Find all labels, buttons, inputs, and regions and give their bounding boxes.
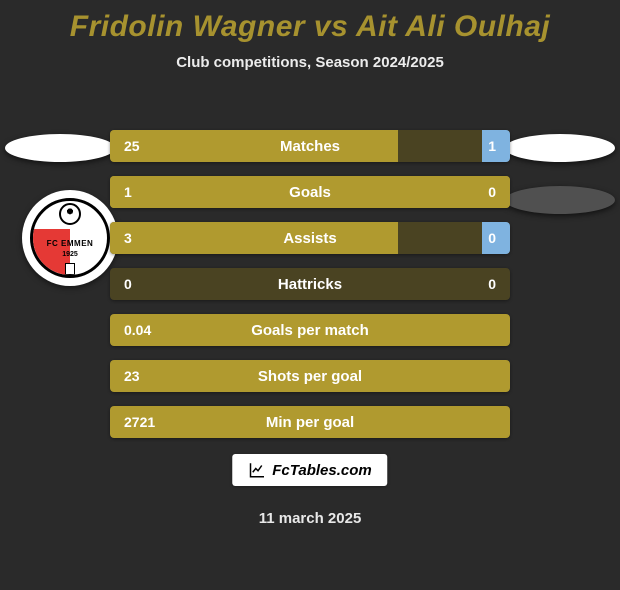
stat-value-right: 0	[450, 184, 510, 200]
player-left-name: Fridolin Wagner	[70, 10, 305, 43]
stat-value-right: 1	[450, 138, 510, 154]
watermark-text: FcTables.com	[272, 462, 371, 479]
stat-row: 23Shots per goal	[110, 360, 510, 392]
stat-label: Goals per match	[170, 322, 450, 339]
stat-row: 3Assists0	[110, 222, 510, 254]
stat-row: 0Hattricks0	[110, 268, 510, 300]
player-right-name: Ait Ali Oulhaj	[356, 10, 550, 43]
stat-value-left: 0	[110, 276, 170, 292]
subtitle: Club competitions, Season 2024/2025	[0, 54, 620, 71]
stat-label: Assists	[170, 230, 450, 247]
badge-oval-left	[5, 134, 115, 162]
stat-value-left: 1	[110, 184, 170, 200]
stat-value-left: 3	[110, 230, 170, 246]
stat-row: 25Matches1	[110, 130, 510, 162]
stat-row: 0.04Goals per match	[110, 314, 510, 346]
stat-label: Goals	[170, 184, 450, 201]
emblem-text: FC EMMEN	[33, 239, 107, 248]
vs-separator: vs	[314, 10, 356, 43]
stat-value-left: 23	[110, 368, 170, 384]
badge-oval-right-1	[505, 134, 615, 162]
stat-label: Hattricks	[170, 276, 450, 293]
emblem-shield-icon	[65, 263, 75, 275]
emblem-year: 1925	[33, 251, 107, 258]
badge-oval-right-2	[505, 186, 615, 214]
date-label: 11 march 2025	[0, 510, 620, 527]
stat-value-left: 25	[110, 138, 170, 154]
stat-label: Matches	[170, 138, 450, 155]
stat-value-right: 0	[450, 230, 510, 246]
chart-icon	[248, 461, 266, 479]
stat-value-left: 2721	[110, 414, 170, 430]
club-emblem-inner: FC EMMEN 1925	[30, 198, 110, 278]
stat-rows: 25Matches11Goals03Assists00Hattricks00.0…	[110, 130, 510, 452]
stat-value-left: 0.04	[110, 322, 170, 338]
stat-row: 2721Min per goal	[110, 406, 510, 438]
stat-value-right: 0	[450, 276, 510, 292]
club-emblem: FC EMMEN 1925	[22, 190, 118, 286]
page-title: Fridolin Wagner vs Ait Ali Oulhaj	[0, 10, 620, 44]
stat-row: 1Goals0	[110, 176, 510, 208]
emblem-ball-icon	[59, 203, 81, 225]
stat-label: Min per goal	[170, 414, 450, 431]
watermark-badge: FcTables.com	[232, 454, 387, 486]
stat-label: Shots per goal	[170, 368, 450, 385]
